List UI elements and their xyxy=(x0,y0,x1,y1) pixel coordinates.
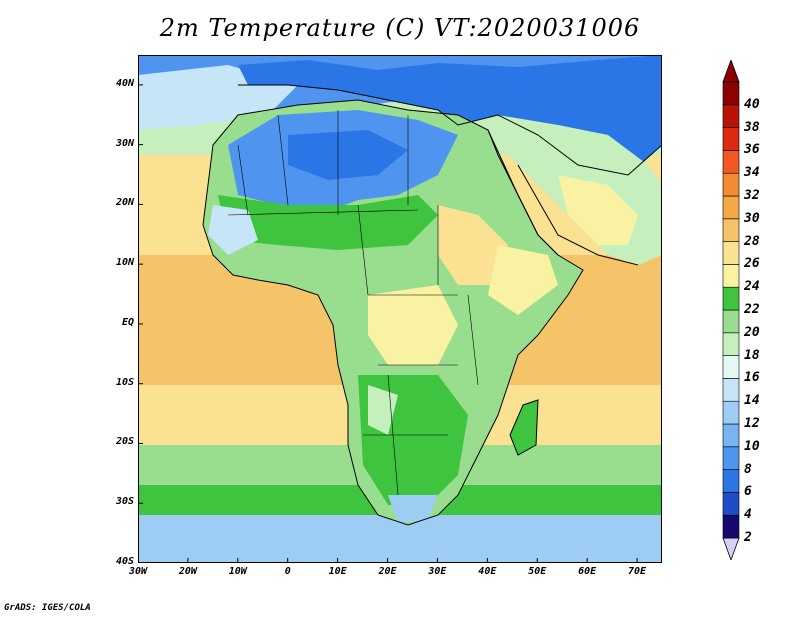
credit-text: GrADS: IGES/COLA xyxy=(4,603,91,613)
colorbar-segment xyxy=(722,446,740,470)
lat-tick-label: 30N xyxy=(115,137,134,149)
colorbar-level-label: 14 xyxy=(744,393,760,409)
arabia-warm xyxy=(558,175,638,245)
colorbar-level-label: 10 xyxy=(744,438,760,454)
colorbar-segment xyxy=(722,423,740,448)
colorbar-segment xyxy=(722,492,740,516)
colorbar-segment xyxy=(722,286,740,311)
ocean-south-cool xyxy=(138,515,662,563)
madagascar-coastline xyxy=(509,399,539,456)
lat-tick-label: 40N xyxy=(115,77,134,89)
lon-tick-label: 20W xyxy=(178,566,197,577)
colorbar-level-label: 32 xyxy=(744,188,760,203)
colorbar-segment xyxy=(722,332,740,356)
lon-tick-label: 50E xyxy=(528,566,547,577)
colorbar-segment xyxy=(722,378,740,402)
colorbar-segment xyxy=(722,81,740,106)
sahara-cold-core xyxy=(288,130,408,180)
colorbar-level-label: 12 xyxy=(744,416,760,431)
colorbar-segment xyxy=(722,172,740,197)
colorbar-level-label: 16 xyxy=(744,370,760,386)
south-tip-cool xyxy=(388,495,438,523)
lon-tick-label: 10E xyxy=(328,566,347,577)
colorbar-segment xyxy=(722,241,740,265)
lat-tick-label: 20N xyxy=(115,197,134,209)
colorbar-level-label: 24 xyxy=(744,279,760,295)
horn-warm xyxy=(488,245,558,315)
lat-tick-label: 40S xyxy=(115,556,134,567)
arabia-coast xyxy=(517,164,639,266)
lon-tick-label: 60E xyxy=(578,566,597,577)
colorbar-level-label: 8 xyxy=(744,461,752,477)
colorbar-level-label: 26 xyxy=(744,256,760,272)
axis-tick-marks xyxy=(138,84,638,563)
country-borders xyxy=(227,110,479,496)
lat-tick-label: 10N xyxy=(115,257,134,269)
lat-tick-label: 20S xyxy=(115,436,134,448)
lat-tick-label: EQ xyxy=(121,316,134,328)
colorbar-above-triangle xyxy=(722,60,740,83)
colorbar-level-label: 36 xyxy=(744,142,760,158)
lon-tick-label: 0 xyxy=(284,566,291,577)
colorbar-level-label: 2 xyxy=(744,530,752,545)
colorbar-level-label: 30 xyxy=(744,210,760,226)
colorbar-segment xyxy=(722,355,740,379)
congo-warm xyxy=(368,285,458,365)
colorbar-segment xyxy=(722,469,740,493)
colorbar-segment xyxy=(722,400,740,425)
lon-tick-label: 30E xyxy=(428,566,447,577)
lon-tick-label: 40E xyxy=(478,566,497,577)
lon-tick-label: 10W xyxy=(228,566,247,577)
east-africa-warm xyxy=(438,205,508,285)
lon-tick-label: 70E xyxy=(628,566,647,577)
colorbar-level-label: 20 xyxy=(744,324,760,340)
colorbar-below-triangle xyxy=(722,537,740,560)
colorbar-segment xyxy=(722,104,740,128)
colorbar-level-label: 18 xyxy=(744,347,760,363)
africa-coastline xyxy=(202,99,584,526)
colorbar-level-label: 40 xyxy=(744,96,760,112)
west-africa-light xyxy=(208,205,258,255)
colorbar-level-label: 38 xyxy=(744,119,760,135)
colorbar-level-label: 4 xyxy=(744,507,752,523)
map-border xyxy=(138,55,662,563)
lon-tick-label: 30W xyxy=(128,566,148,577)
europe-coastline xyxy=(238,84,662,176)
colorbar-segment xyxy=(722,195,740,220)
sahel-mix xyxy=(218,195,438,250)
colorbar-level-label: 6 xyxy=(744,484,752,500)
southern-africa-light xyxy=(368,385,398,435)
colorbar-segment xyxy=(722,150,740,174)
colorbar-level-label: 34 xyxy=(744,165,760,181)
temperature-map xyxy=(138,55,662,563)
madagascar-land xyxy=(510,400,538,455)
colorbar xyxy=(722,60,740,560)
colorbar-segment xyxy=(722,514,740,539)
lat-tick-label: 10S xyxy=(115,376,134,388)
map-title: 2m Temperature (C) VT:2020031006 xyxy=(159,14,641,42)
colorbar-level-label: 28 xyxy=(744,233,760,249)
colorbar-segment xyxy=(722,264,740,288)
colorbar-segment xyxy=(722,218,740,242)
red-sea-coast xyxy=(487,129,559,256)
lon-tick-label: 20E xyxy=(378,566,397,577)
colorbar-segment xyxy=(722,309,740,334)
lat-tick-label: 30S xyxy=(115,496,134,508)
colorbar-level-label: 22 xyxy=(744,302,760,317)
colorbar-segment xyxy=(722,127,740,151)
